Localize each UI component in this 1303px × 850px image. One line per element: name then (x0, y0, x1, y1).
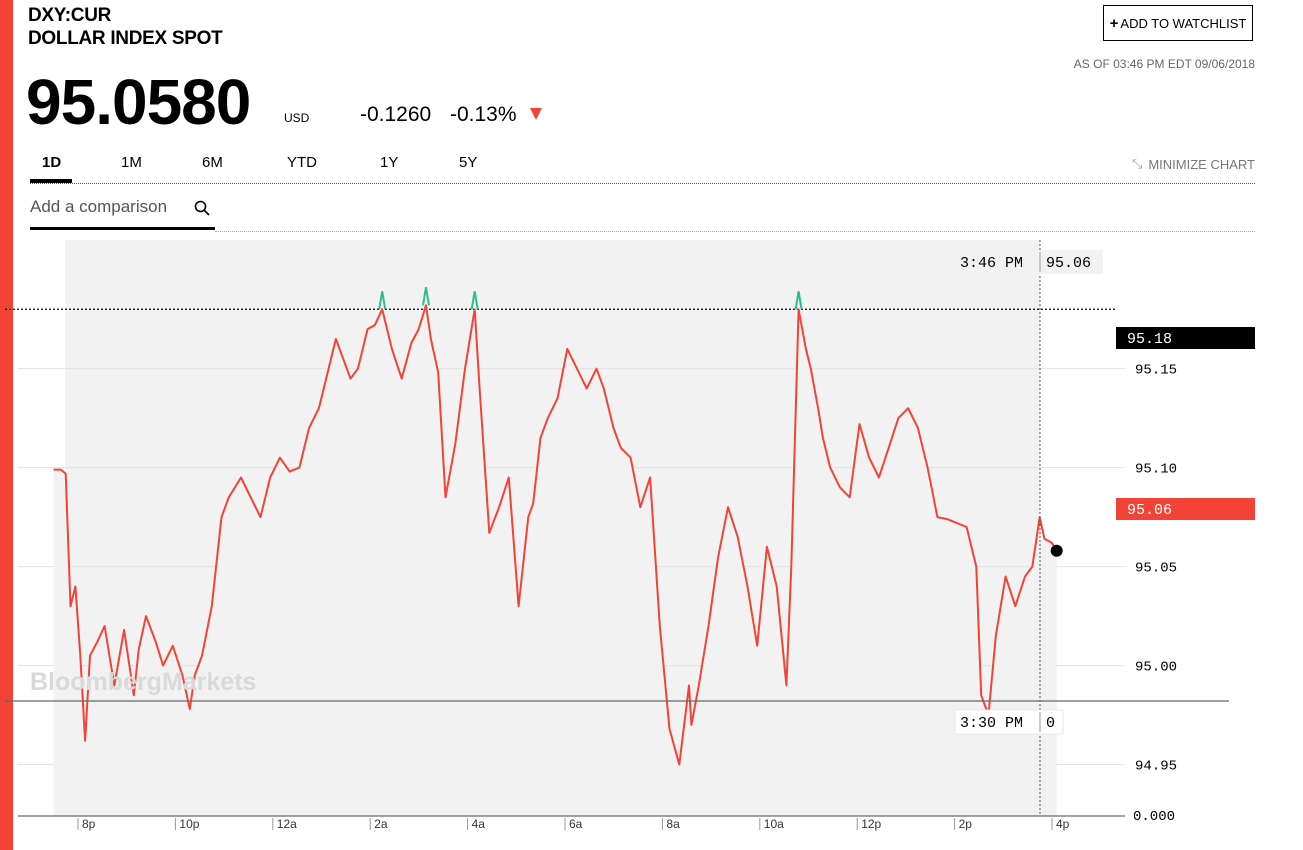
tab-5y[interactable]: 5Y (459, 154, 478, 171)
price-area (53, 305, 1057, 816)
volume-tooltip-box (954, 709, 1064, 735)
volume-tooltip-time: 3:30 PM (960, 715, 1023, 732)
y-tick-label: 95.00 (1135, 660, 1177, 676)
price-change: -0.1260 (360, 103, 432, 126)
price-line (53, 304, 1058, 766)
range-tabs: 1D 1M 6M YTD 1Y 5Y ⤡ MINIMIZE CHART (30, 152, 1255, 184)
volume-axis-tick: 0.000 (1133, 809, 1175, 825)
high-marker (378, 291, 387, 310)
x-tick-label: 10p (179, 817, 199, 831)
add-to-watchlist-button[interactable]: + ADD TO WATCHLIST (1103, 5, 1253, 41)
comparison-input[interactable] (30, 197, 180, 217)
ticker-symbol: DXY:CUR (28, 5, 112, 26)
tab-6m[interactable]: 6M (202, 154, 223, 171)
brand-watermark: BloombergMarkets (30, 668, 256, 696)
x-tick-label: 6a (569, 817, 583, 831)
comparison-search (30, 196, 215, 230)
last-price: 95.0580 (26, 66, 251, 138)
high-marker (470, 291, 479, 310)
x-tick-label: 8a (666, 817, 680, 831)
last-price-dot (1050, 544, 1063, 557)
plus-icon: + (1109, 14, 1119, 32)
high-label-box (1116, 327, 1255, 349)
accent-bar (0, 0, 13, 850)
active-tab-indicator (30, 179, 72, 183)
tab-1d[interactable]: 1D (42, 154, 62, 171)
x-tick-label: 12p (861, 817, 881, 831)
comparison-divider (215, 231, 1255, 232)
down-arrow-icon (530, 108, 542, 120)
x-tick-label: 4a (472, 817, 486, 831)
add-to-watchlist-label: ADD TO WATCHLIST (1120, 15, 1247, 31)
x-tick-label: 12a (277, 817, 297, 831)
tab-ytd[interactable]: YTD (287, 154, 317, 171)
x-tick-label: 2p (959, 817, 973, 831)
high-marker (422, 287, 430, 306)
volume-tooltip-value: 0 (1046, 715, 1055, 732)
y-tick-label: 95.05 (1135, 561, 1177, 577)
y-tick-label: 95.10 (1135, 462, 1177, 478)
y-tick-label: 95.15 (1135, 363, 1177, 379)
x-tick-label: 10a (764, 817, 784, 831)
last-label: 95.06 (1127, 502, 1172, 519)
tab-1y[interactable]: 1Y (380, 154, 399, 171)
price-change-percent: -0.13% (450, 103, 517, 126)
last-label-box (1116, 498, 1255, 520)
tab-1m[interactable]: 1M (121, 154, 142, 171)
search-icon[interactable] (194, 200, 210, 216)
currency-label: USD (284, 111, 310, 125)
x-tick-label: 4p (1056, 817, 1070, 831)
tooltip-time: 3:46 PM (960, 255, 1023, 272)
high-label: 95.18 (1127, 331, 1172, 348)
as-of-timestamp: AS OF 03:46 PM EDT 09/06/2018 (1073, 57, 1255, 71)
minimize-icon: ⤡ (1131, 156, 1143, 171)
minimize-chart-button[interactable]: ⤡ MINIMIZE CHART (1132, 156, 1255, 172)
tooltip-box (955, 250, 1103, 274)
security-name: DOLLAR INDEX SPOT (28, 28, 223, 49)
x-tick-label: 2a (374, 817, 388, 831)
minimize-chart-label: MINIMIZE CHART (1148, 156, 1255, 172)
tooltip-value: 95.06 (1046, 255, 1091, 272)
high-marker (794, 291, 803, 310)
x-tick-label: 8p (82, 817, 96, 831)
y-tick-label: 94.95 (1135, 759, 1177, 775)
